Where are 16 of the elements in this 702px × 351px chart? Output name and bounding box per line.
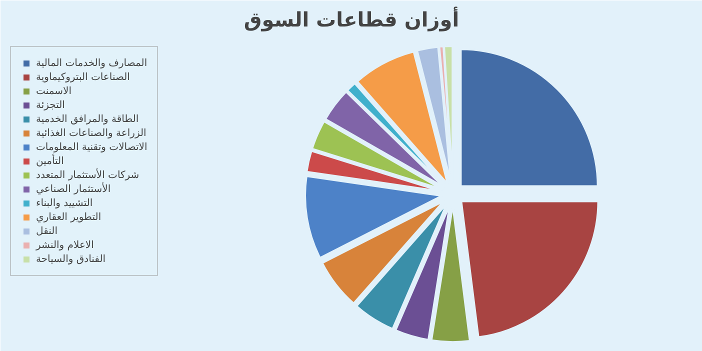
legend-label: الفنادق والسياحة — [36, 253, 106, 265]
legend-label: التطوير العقاري — [36, 211, 102, 223]
legend-label: الصناعات البتروكيماوية — [36, 71, 130, 83]
legend-label: النقل — [36, 225, 58, 237]
legend-label: الاتصالات وتقنية المعلومات — [36, 141, 148, 153]
chart-title: أوزان قطاعات السوق — [244, 6, 460, 32]
legend-label: الأستثمار الصناعي — [36, 183, 111, 195]
legend-label: شركات الأستثمار المتعدد — [36, 169, 140, 181]
legend-label: الاعلام والنشر — [36, 239, 94, 251]
legend-label: الزراعة والصناعات الغذائية — [36, 127, 146, 139]
legend-label: التجزئة — [36, 99, 65, 111]
legend-label: المصارف والخدمات المالية — [36, 57, 148, 69]
legend-label: التشييد والبناء — [36, 197, 93, 209]
legend-label: الطاقة والمرافق الخدمية — [36, 113, 139, 125]
legend-label: الاسمنت — [36, 85, 72, 97]
legend-label: التأمين — [36, 155, 64, 167]
